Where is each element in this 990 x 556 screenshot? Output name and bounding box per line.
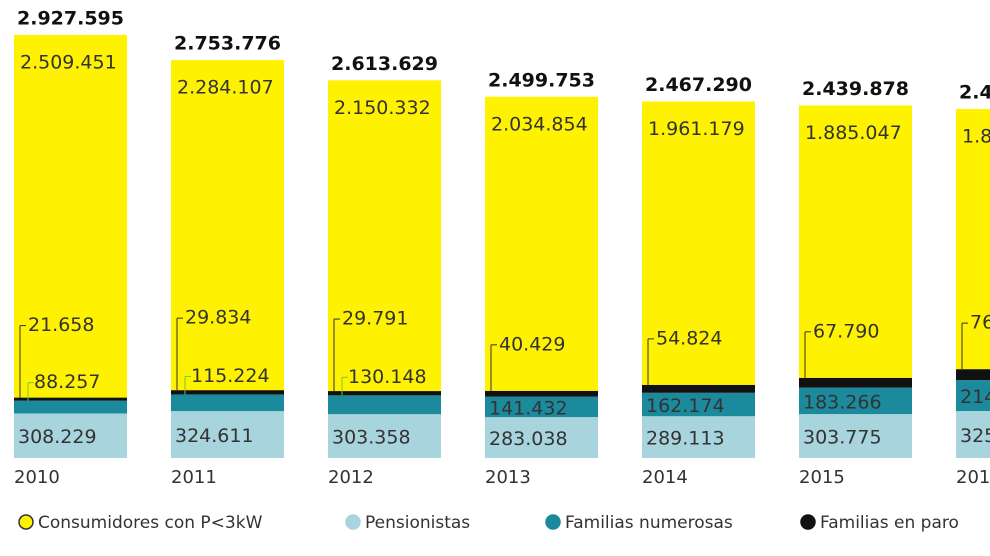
value-label: 1.800.000 xyxy=(962,126,990,148)
total-label: 2.415.000 xyxy=(959,82,990,104)
value-label: 1.961.179 xyxy=(648,118,745,140)
value-label: 324.611 xyxy=(175,425,254,447)
value-label: 303.775 xyxy=(803,427,882,449)
total-label: 2.439.878 xyxy=(802,78,909,100)
bar-segment xyxy=(328,414,441,458)
x-tick-label: 2015 xyxy=(799,467,845,488)
bar-segment xyxy=(328,391,441,396)
bar-segment xyxy=(956,369,990,381)
x-tick-label: 2011 xyxy=(171,467,217,488)
value-label: 1.885.047 xyxy=(805,122,902,144)
bar-segment xyxy=(799,387,912,415)
x-tick-label: 2010 xyxy=(14,467,60,488)
legend-label: Familias numerosas xyxy=(565,513,733,533)
value-label: 214.000 xyxy=(960,386,990,408)
bar-segment xyxy=(799,377,912,388)
value-label: 283.038 xyxy=(489,428,568,450)
bar-segment xyxy=(14,413,127,458)
value-label: 29.791 xyxy=(342,308,408,330)
x-tick-label: 2014 xyxy=(642,467,688,488)
value-label: 29.834 xyxy=(185,307,251,329)
legend-swatch xyxy=(800,514,816,530)
bar-segment xyxy=(642,392,755,417)
bar-segment xyxy=(171,394,284,412)
value-label: 40.429 xyxy=(499,333,565,355)
value-label: 308.229 xyxy=(18,426,97,448)
bar-segment xyxy=(328,395,441,415)
bar-segment xyxy=(642,384,755,393)
bar-segment xyxy=(799,105,912,378)
bar-segment xyxy=(14,400,127,414)
legend-label: Consumidores con P<3kW xyxy=(38,513,263,533)
value-label: 183.266 xyxy=(803,391,882,413)
value-label: 2.034.854 xyxy=(491,113,588,135)
value-label: 289.113 xyxy=(646,428,725,450)
value-label: 162.174 xyxy=(646,395,725,417)
total-label: 2.753.776 xyxy=(174,33,281,55)
value-label: 2.509.451 xyxy=(20,51,117,73)
value-label: 54.824 xyxy=(656,327,722,349)
bar-segment xyxy=(642,416,755,458)
total-label: 2.467.290 xyxy=(645,74,752,96)
bar-segment xyxy=(14,34,127,398)
bar-segment xyxy=(328,80,441,392)
legend-label: Familias en paro xyxy=(820,513,959,533)
bar-segment xyxy=(799,414,912,458)
bar-segment xyxy=(642,101,755,385)
bar-segment xyxy=(171,411,284,458)
total-label: 2.613.629 xyxy=(331,53,438,75)
value-label: 2.150.332 xyxy=(334,97,431,119)
legend-swatch xyxy=(18,514,34,530)
value-label: 21.658 xyxy=(28,314,94,336)
bar-segment xyxy=(485,396,598,418)
bar-segment xyxy=(171,390,284,395)
total-label: 2.499.753 xyxy=(488,69,595,91)
x-tick-label: 2016 xyxy=(956,467,990,488)
legend-swatch xyxy=(345,514,361,530)
bar-segment xyxy=(14,397,127,401)
legend-swatch xyxy=(545,514,561,530)
bar-segment xyxy=(485,390,598,397)
value-label: 303.358 xyxy=(332,427,411,449)
bar-segment xyxy=(485,96,598,391)
value-label: 115.224 xyxy=(191,365,270,387)
bar-segment xyxy=(485,417,598,458)
value-label: 2.284.107 xyxy=(177,77,274,99)
x-tick-label: 2012 xyxy=(328,467,374,488)
value-label: 76.000 xyxy=(970,312,990,334)
bar-segment xyxy=(956,380,990,412)
value-label: 141.432 xyxy=(489,397,568,419)
legend-label: Pensionistas xyxy=(365,513,470,533)
value-label: 130.148 xyxy=(348,366,427,388)
bar-segment xyxy=(956,411,990,458)
value-label: 325.000 xyxy=(960,425,990,447)
total-label: 2.927.595 xyxy=(17,7,124,29)
value-label: 88.257 xyxy=(34,371,100,393)
x-tick-label: 2013 xyxy=(485,467,531,488)
value-label: 67.790 xyxy=(813,320,879,342)
bar-segment xyxy=(171,60,284,391)
